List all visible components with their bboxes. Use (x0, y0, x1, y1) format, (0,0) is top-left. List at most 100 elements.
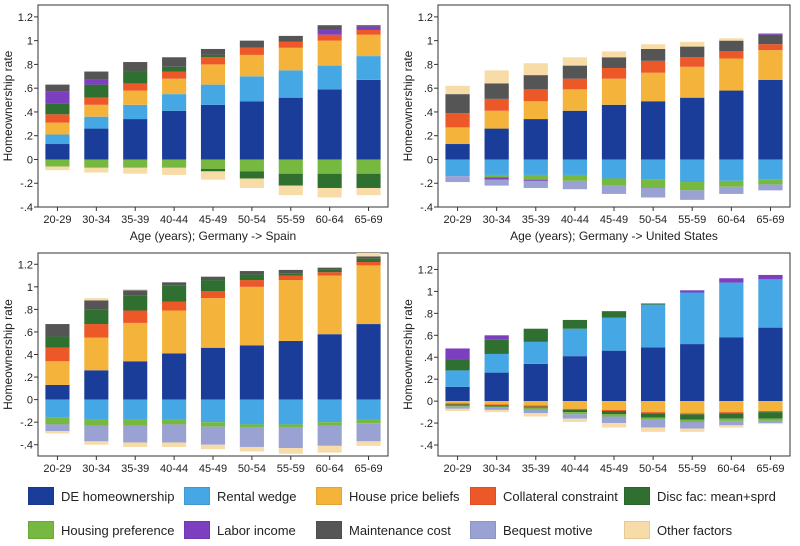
bar-segment (640, 417, 666, 420)
legend-label: Bequest motive (503, 522, 593, 538)
bar-segment (758, 412, 783, 419)
bar-segment (84, 399, 109, 420)
bar-segment (719, 418, 744, 421)
bar-segment (239, 446, 264, 452)
bar-segment (445, 386, 470, 402)
bar-segment (45, 159, 70, 167)
bar-segment (445, 406, 470, 409)
bar-segment (317, 445, 342, 453)
legend-label: Labor income (217, 522, 296, 538)
y-tick-label: 1 (27, 36, 33, 48)
bar-segment (523, 405, 548, 407)
bar-segment (278, 399, 303, 425)
bar-segment (523, 341, 548, 364)
bar-segment (601, 401, 627, 410)
x-tick-label: 50-54 (238, 463, 266, 475)
bar-segment (523, 75, 548, 90)
bar-segment (523, 174, 548, 180)
y-axis-label: Homeownership rate (1, 299, 15, 410)
x-tick-label: 65-69 (756, 214, 784, 226)
bar-segment (640, 412, 666, 414)
legend-item: DE homeownership (28, 483, 178, 509)
x-tick-label: 35-39 (121, 463, 149, 475)
bar-segment (200, 168, 226, 172)
bar-segment (278, 280, 303, 341)
x-tick-label: 60-64 (717, 214, 745, 226)
x-tick-label: 40-44 (561, 214, 589, 226)
bar-segment (523, 89, 548, 102)
bar-segment (562, 418, 588, 422)
x-tick-label: 40-44 (160, 214, 188, 226)
bar-segment (601, 178, 627, 186)
y-tick-label: .2 (424, 131, 433, 143)
bar-segment (84, 116, 109, 129)
y-tick-label: .2 (24, 131, 33, 143)
bar-segment (123, 167, 148, 174)
bar-segment (562, 89, 588, 111)
bar-segment (45, 114, 70, 123)
bar-segment (200, 84, 226, 105)
bar-segment (484, 174, 509, 178)
y-tick-label: .8 (424, 59, 433, 71)
bar-segment (278, 173, 303, 186)
bar-segment (317, 269, 342, 273)
bar-segment (484, 401, 509, 405)
bar-segment (523, 363, 548, 402)
bar-segment (200, 64, 226, 85)
bar-segment (719, 51, 744, 59)
bar-segment (162, 285, 187, 302)
bar-segment (523, 328, 548, 342)
bar-segment (719, 413, 744, 419)
bar-segment (719, 180, 744, 187)
bar-segment (123, 159, 148, 168)
bar-segment (484, 335, 509, 340)
bar-segment (758, 327, 783, 402)
x-tick-label: 50-54 (238, 214, 266, 226)
bar-segment (445, 176, 470, 183)
bar-segment (239, 159, 264, 172)
bar-segment (640, 159, 666, 180)
bar-segment (239, 274, 264, 281)
bar-segment (640, 101, 666, 160)
bar-segment (317, 29, 342, 35)
bar-segment (356, 262, 381, 266)
bar-segment (278, 275, 303, 281)
legend: DE homeownership Rental wedge House pric… (28, 483, 788, 543)
bar-segment (601, 159, 627, 179)
x-tick-label: 30-34 (483, 463, 511, 475)
bar-segment (317, 25, 342, 30)
bar-segment (317, 267, 342, 270)
bar-segment (278, 273, 303, 276)
y-tick-label: .8 (424, 308, 433, 320)
bar-segment (758, 411, 783, 413)
bar-segment (562, 408, 588, 410)
bar-segment (84, 324, 109, 338)
bar-segment (758, 418, 783, 421)
legend-item: Housing preference (28, 517, 178, 543)
bar-segment (445, 359, 470, 371)
bar-segment (45, 144, 70, 160)
bar-segment (445, 113, 470, 128)
bar-segment (680, 401, 705, 414)
bar-segment (123, 425, 148, 443)
bar-segment (200, 399, 226, 423)
bar-segment (45, 91, 70, 104)
bar-segment (84, 104, 109, 117)
bar-segment (719, 159, 744, 181)
bar-segment (84, 370, 109, 400)
y-axis-label: Homeownership rate (401, 50, 415, 161)
bar-segment (680, 66, 705, 98)
y-tick-label: .4 (424, 352, 433, 364)
bar-segment (640, 60, 666, 73)
bar-segment (45, 134, 70, 145)
x-tick-label: 65-69 (756, 463, 784, 475)
bar-segment (719, 420, 744, 426)
bar-segment (523, 407, 548, 410)
bar-segment (200, 444, 226, 450)
bar-segment (239, 427, 264, 447)
bar-segment (562, 78, 588, 90)
bar-segment (445, 85, 470, 95)
bar-segment (758, 79, 783, 160)
bar-segment (84, 84, 109, 98)
